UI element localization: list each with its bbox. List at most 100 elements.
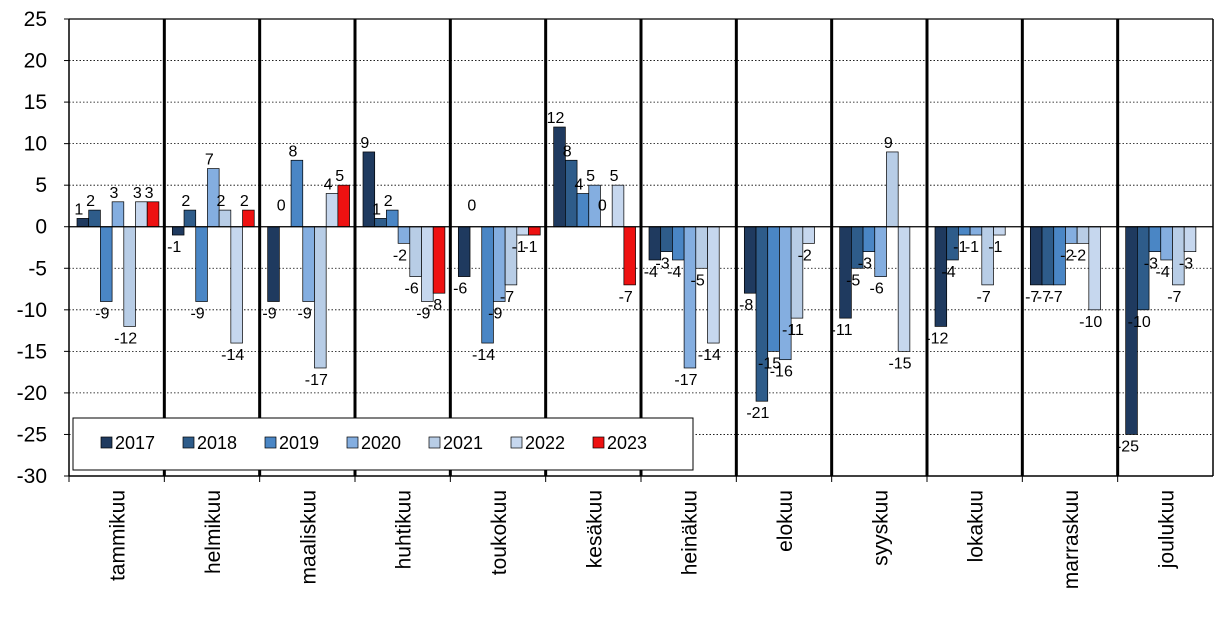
bar-2021-tammikuu xyxy=(124,227,136,327)
bar-2020-joulukuu xyxy=(1161,227,1173,260)
data-label: -10 xyxy=(1079,314,1102,331)
legend-swatch-2018 xyxy=(183,437,194,448)
data-label: -12 xyxy=(114,330,137,347)
data-label: -9 xyxy=(190,306,204,323)
bar-2023-tammikuu xyxy=(147,202,159,227)
data-label: -4 xyxy=(667,264,681,281)
data-label: -8 xyxy=(739,297,753,314)
data-label: -1 xyxy=(988,239,1002,256)
data-label: -1 xyxy=(167,239,181,256)
bar-2019-maaliskuu xyxy=(291,160,303,226)
bar-2022-elokuu xyxy=(803,227,815,244)
y-tick-label: 0 xyxy=(35,216,47,239)
bar-2023-toukokuu xyxy=(529,227,541,235)
legend-label: 2019 xyxy=(279,433,319,453)
x-tick-label: tammikuu xyxy=(107,490,130,581)
bar-2021-maaliskuu xyxy=(314,227,326,368)
bar-2021-heinäkuu xyxy=(696,227,708,269)
data-label: 7 xyxy=(205,152,214,169)
bar-2022-kesäkuu xyxy=(612,185,624,227)
y-tick-label: 25 xyxy=(24,8,47,31)
data-label: -9 xyxy=(488,306,502,323)
bar-2022-toukokuu xyxy=(517,227,529,235)
bar-2018-tammikuu xyxy=(89,210,101,227)
data-label: -9 xyxy=(95,306,109,323)
legend-label: 2022 xyxy=(525,433,565,453)
legend-label: 2017 xyxy=(115,433,155,453)
data-label: -6 xyxy=(869,281,883,298)
data-label: -6 xyxy=(405,281,419,298)
x-tick-label: toukokuu xyxy=(488,490,511,575)
data-label: -15 xyxy=(888,355,911,372)
y-tick-label: -30 xyxy=(17,465,47,488)
data-label: -5 xyxy=(691,272,705,289)
data-label: -3 xyxy=(1179,256,1193,273)
legend-swatch-2020 xyxy=(347,437,358,448)
data-label: -7 xyxy=(977,289,991,306)
bar-2019-elokuu xyxy=(768,227,780,352)
x-tick-label: maaliskuu xyxy=(297,490,320,585)
bar-2018-marraskuu xyxy=(1042,227,1054,285)
legend-swatch-2019 xyxy=(265,437,276,448)
bar-2019-helmikuu xyxy=(196,227,208,302)
bar-2017-maaliskuu xyxy=(268,227,280,302)
bar-2020-maaliskuu xyxy=(303,227,315,302)
bar-2017-toukokuu xyxy=(458,227,470,277)
data-label: 2 xyxy=(86,193,95,210)
data-label: 5 xyxy=(610,168,619,185)
data-label: 3 xyxy=(133,185,142,202)
data-label: -1 xyxy=(523,239,537,256)
x-tick-label: heinäkuu xyxy=(679,490,702,575)
legend-label: 2021 xyxy=(443,433,483,453)
data-label: -9 xyxy=(262,306,276,323)
y-tick-label: -20 xyxy=(17,382,47,405)
y-tick-label: 10 xyxy=(24,133,47,156)
bar-2019-lokakuu xyxy=(958,227,970,235)
data-label: -7 xyxy=(500,289,514,306)
data-label: 4 xyxy=(574,176,583,193)
bar-2017-tammikuu xyxy=(77,218,89,226)
legend-swatch-2022 xyxy=(511,437,522,448)
legend-swatch-2017 xyxy=(101,437,112,448)
bar-2022-syyskuu xyxy=(898,227,910,352)
legend-swatch-2023 xyxy=(593,437,604,448)
data-label: 9 xyxy=(884,135,893,152)
bar-2019-joulukuu xyxy=(1149,227,1161,252)
bar-2020-lokakuu xyxy=(970,227,982,235)
bar-2022-maaliskuu xyxy=(326,193,338,226)
data-label: 5 xyxy=(335,168,344,185)
data-label: 3 xyxy=(145,185,154,202)
bar-2020-elokuu xyxy=(779,227,791,360)
data-label: -16 xyxy=(770,364,793,381)
x-tick-label: marraskuu xyxy=(1060,490,1083,589)
data-label: -10 xyxy=(1128,314,1151,331)
data-label: -14 xyxy=(698,347,721,364)
data-label: -7 xyxy=(1167,289,1181,306)
data-label: -17 xyxy=(305,372,328,389)
bar-2017-marraskuu xyxy=(1030,227,1042,285)
bar-2023-maaliskuu xyxy=(338,185,350,227)
data-label: 0 xyxy=(277,198,286,215)
data-label: -4 xyxy=(941,264,955,281)
bar-2020-heinäkuu xyxy=(684,227,696,368)
x-tick-label: kesäkuu xyxy=(583,490,606,568)
legend-label: 2020 xyxy=(361,433,401,453)
x-tick-label: syyskuu xyxy=(869,490,892,566)
data-label: -14 xyxy=(472,347,495,364)
data-label: -9 xyxy=(297,306,311,323)
legend-swatch-2021 xyxy=(429,437,440,448)
bar-2017-helmikuu xyxy=(172,227,184,235)
data-label: -25 xyxy=(1116,438,1139,455)
y-tick-label: -15 xyxy=(17,340,47,363)
data-label: 1 xyxy=(74,201,83,218)
y-tick-label: -5 xyxy=(28,257,47,280)
data-label: -2 xyxy=(393,247,407,264)
x-tick-label: huhtikuu xyxy=(393,490,416,569)
bar-2022-heinäkuu xyxy=(708,227,720,343)
bar-2017-elokuu xyxy=(744,227,756,293)
bar-2022-huhtikuu xyxy=(422,227,434,302)
data-label: 2 xyxy=(181,193,190,210)
bars xyxy=(77,127,1196,434)
